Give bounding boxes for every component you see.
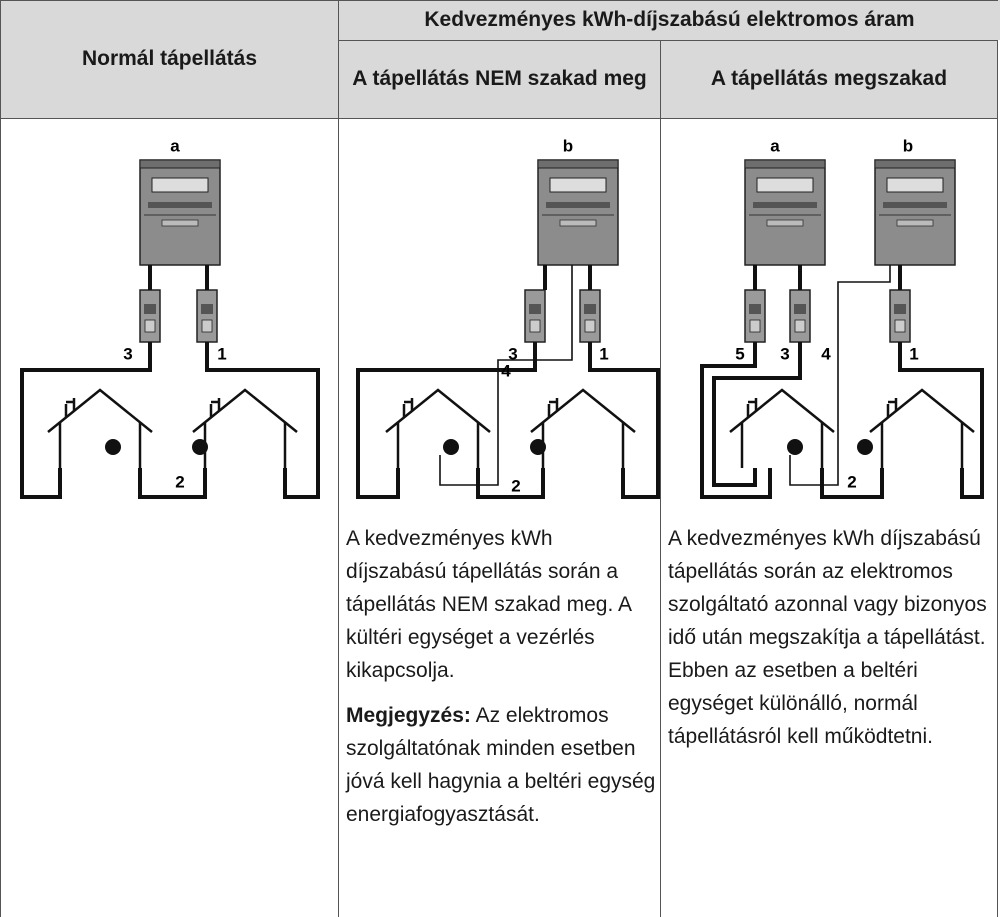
wire [588, 342, 660, 499]
house-icon [384, 388, 492, 470]
diagram: a 3 1 2 [20, 136, 320, 499]
diagram-label: b [903, 136, 913, 155]
control-wire [439, 265, 573, 486]
wire [20, 342, 152, 499]
house-icon [191, 388, 299, 470]
diagram-label: 3 [508, 344, 517, 363]
diagram-label: 4 [501, 361, 511, 380]
border [338, 40, 998, 41]
wire [712, 342, 802, 487]
header-cell: Kedvezményes kWh-díjszabású elektromos á… [338, 0, 1000, 40]
header-cell: Normál tápellátás [0, 0, 338, 118]
header-text: A tápellátás megszakad [710, 67, 948, 90]
note-label: Megjegyzés: [346, 704, 471, 727]
wire [820, 468, 884, 499]
breaker-icon [889, 289, 911, 343]
breaker-icon [789, 289, 811, 343]
meter-icon [139, 159, 221, 266]
house-icon [46, 388, 154, 470]
diagram-label: 2 [511, 476, 520, 495]
wire [138, 468, 207, 499]
dot [530, 439, 546, 455]
meter-icon [537, 159, 619, 266]
meter-icon [874, 159, 956, 266]
wire [476, 468, 545, 499]
dot [192, 439, 208, 455]
diagram-label: 1 [217, 344, 226, 363]
diagram-label: 4 [821, 344, 831, 363]
text-block: A kedvezményes kWh díjszabású tápellátás… [346, 522, 656, 843]
text-block: A kedvezményes kWh díjszabású tápellátás… [668, 522, 990, 765]
wire [356, 342, 537, 499]
diagram: b 3 1 4 2 [356, 136, 660, 499]
breaker-icon [744, 289, 766, 343]
border [0, 118, 998, 119]
dot [443, 439, 459, 455]
diagram-label: b [563, 136, 573, 155]
header-cell: A tápellátás megszakad [660, 40, 998, 118]
diagram-label: 3 [123, 344, 132, 363]
diagram-label: 3 [780, 344, 789, 363]
house-icon [728, 388, 836, 470]
diagram-label: 2 [847, 472, 856, 491]
header-text: Normál tápellátás [81, 47, 258, 70]
wire [898, 342, 984, 499]
border [0, 0, 998, 1]
paragraph: A kedvezményes kWh díjszabású tápellátás… [346, 527, 631, 682]
body-cell [660, 118, 998, 917]
diagram: a b 5 3 4 1 2 [700, 136, 984, 499]
control-wire [789, 265, 891, 486]
breaker-icon [524, 289, 546, 343]
paragraph: A kedvezményes kWh díjszabású tápellátás… [668, 527, 987, 748]
dot [105, 439, 121, 455]
breaker-icon [579, 289, 601, 343]
house-icon [868, 388, 976, 470]
breaker-icon [196, 289, 218, 343]
diagram-label: 5 [735, 344, 744, 363]
diagram-label: a [770, 136, 780, 155]
diagram-label: 2 [175, 472, 184, 491]
breaker-icon [139, 289, 161, 343]
note-text: Az elektromos szolgáltatónak minden eset… [346, 704, 656, 826]
diagram-label: 1 [599, 344, 608, 363]
header-cell: A tápellátás NEM szakad meg [338, 40, 660, 118]
diagram-label: 1 [909, 344, 918, 363]
meter-icon [744, 159, 826, 266]
header-text: Kedvezményes kWh-díjszabású elektromos á… [424, 8, 915, 31]
wire [700, 342, 772, 499]
header-text: A tápellátás NEM szakad meg [352, 67, 647, 90]
note: Megjegyzés: Az elektromos szolgáltatónak… [346, 699, 656, 831]
wire [205, 342, 320, 499]
dot [857, 439, 873, 455]
body-cell [338, 118, 660, 917]
house-icon [529, 388, 637, 470]
dot [787, 439, 803, 455]
diagram-label: a [170, 136, 180, 155]
body-cell [0, 118, 338, 917]
